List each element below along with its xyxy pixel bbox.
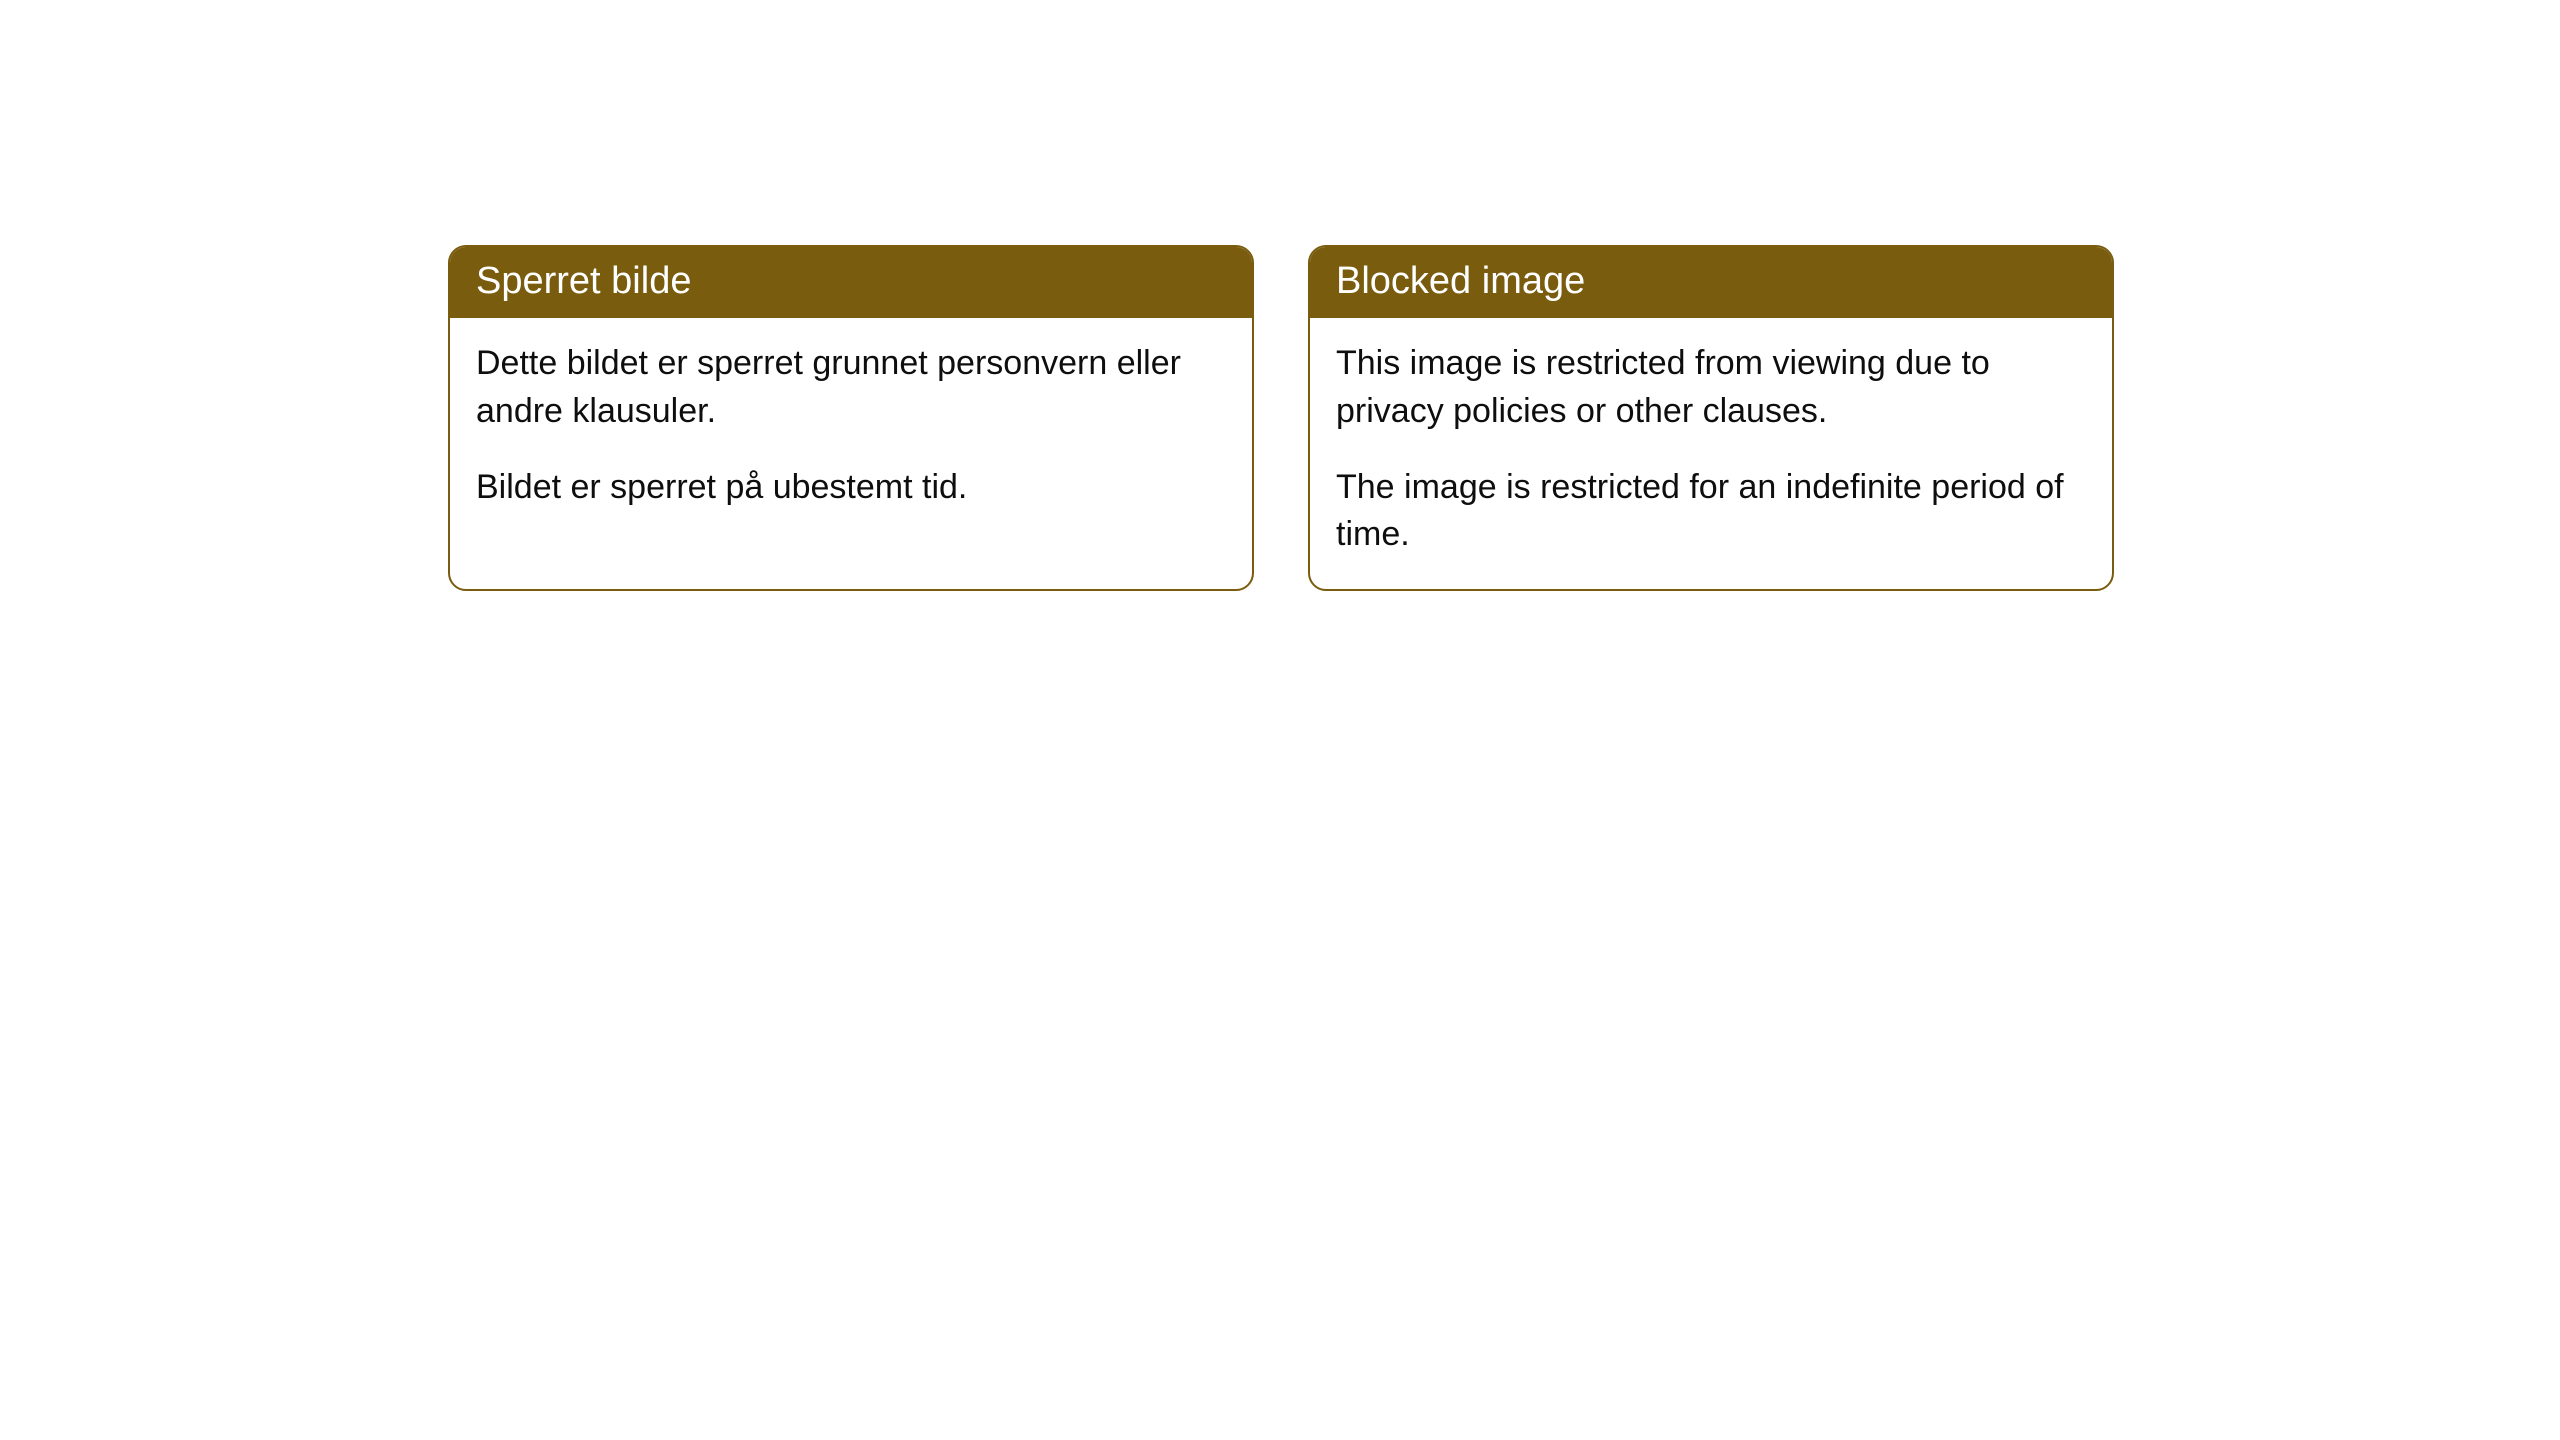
card-title-no: Sperret bilde (450, 247, 1252, 318)
blocked-image-card-no: Sperret bilde Dette bildet er sperret gr… (448, 245, 1254, 591)
cards-container: Sperret bilde Dette bildet er sperret gr… (0, 0, 2560, 591)
card-paragraph-no-2: Bildet er sperret på ubestemt tid. (476, 464, 1226, 512)
card-paragraph-en-1: This image is restricted from viewing du… (1336, 340, 2086, 435)
card-paragraph-no-1: Dette bildet er sperret grunnet personve… (476, 340, 1226, 435)
card-body-no: Dette bildet er sperret grunnet personve… (450, 318, 1252, 541)
blocked-image-card-en: Blocked image This image is restricted f… (1308, 245, 2114, 591)
card-body-en: This image is restricted from viewing du… (1310, 318, 2112, 588)
card-paragraph-en-2: The image is restricted for an indefinit… (1336, 464, 2086, 559)
card-title-en: Blocked image (1310, 247, 2112, 318)
